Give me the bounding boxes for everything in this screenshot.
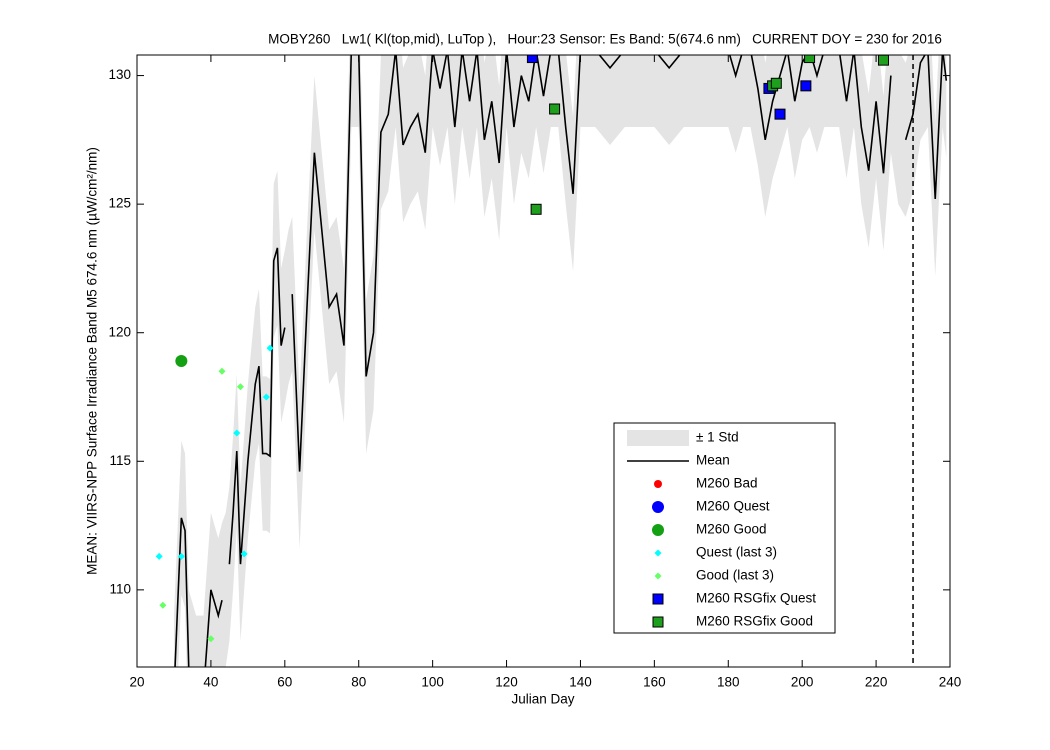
data-point [240, 550, 248, 558]
data-point [526, 55, 538, 64]
legend-label: M260 Bad [696, 476, 758, 491]
data-point [218, 367, 226, 375]
x-tick-label: 160 [643, 675, 666, 690]
y-tick-label: 120 [108, 324, 131, 339]
legend-swatch [654, 572, 662, 580]
y-axis-label: MEAN: VIIRS-NPP Surface Irradiance Band … [85, 147, 100, 575]
legend-label: M260 Quest [696, 499, 770, 514]
data-point [233, 429, 241, 437]
data-point [877, 55, 889, 66]
data-point [774, 108, 786, 120]
data-point [207, 635, 215, 643]
x-tick-label: 120 [495, 675, 518, 690]
y-tick-label: 115 [109, 453, 131, 468]
x-tick-label: 60 [277, 675, 292, 690]
legend-label: M260 RSGfix Quest [696, 591, 816, 606]
legend-label: M260 Good [696, 522, 767, 537]
data-point [155, 552, 163, 560]
plot-layer [155, 55, 948, 667]
legend-swatch [652, 616, 664, 628]
mean-line [174, 55, 948, 667]
y-tick-label: 110 [109, 581, 131, 596]
legend-label: Good (last 3) [696, 568, 774, 583]
data-point [175, 355, 188, 367]
legend-label: Quest (last 3) [696, 545, 777, 560]
data-point [770, 77, 782, 89]
x-tick-label: 240 [939, 675, 962, 690]
data-point [266, 344, 274, 352]
legend-swatch [654, 480, 662, 488]
chart-title: MOBY260 Lw1( Kl(top,mid), LuTop ), Hour:… [268, 32, 942, 47]
data-point [159, 601, 167, 609]
x-tick-label: 200 [791, 675, 814, 690]
data-point [177, 552, 185, 560]
x-tick-label: 100 [421, 675, 444, 690]
data-point [262, 393, 270, 401]
legend-swatch [654, 549, 662, 557]
std-band [173, 55, 947, 667]
legend-label: M260 RSGfix Good [696, 614, 813, 629]
axes-frame [136, 54, 951, 668]
y-tick-label: 125 [108, 196, 131, 211]
x-tick-label: 20 [129, 675, 144, 690]
x-tick-label: 140 [569, 675, 592, 690]
legend-swatch [652, 501, 664, 513]
data-point [530, 203, 542, 215]
legend-label: ± 1 Std [696, 430, 739, 445]
legend-swatch [652, 593, 664, 605]
data-point [800, 80, 812, 92]
data-point [236, 383, 244, 391]
x-tick-label: 220 [865, 675, 888, 690]
y-tick-label: 130 [108, 67, 131, 82]
legend-label: Mean [696, 453, 730, 468]
x-tick-label: 40 [203, 675, 218, 690]
x-axis-label: Julian Day [511, 692, 574, 707]
x-tick-label: 180 [717, 675, 740, 690]
data-point [549, 103, 561, 115]
legend-box [613, 422, 836, 634]
legend-swatch [652, 524, 664, 536]
data-point [804, 55, 816, 64]
legend-swatch [627, 430, 689, 446]
x-tick-label: 80 [351, 675, 366, 690]
